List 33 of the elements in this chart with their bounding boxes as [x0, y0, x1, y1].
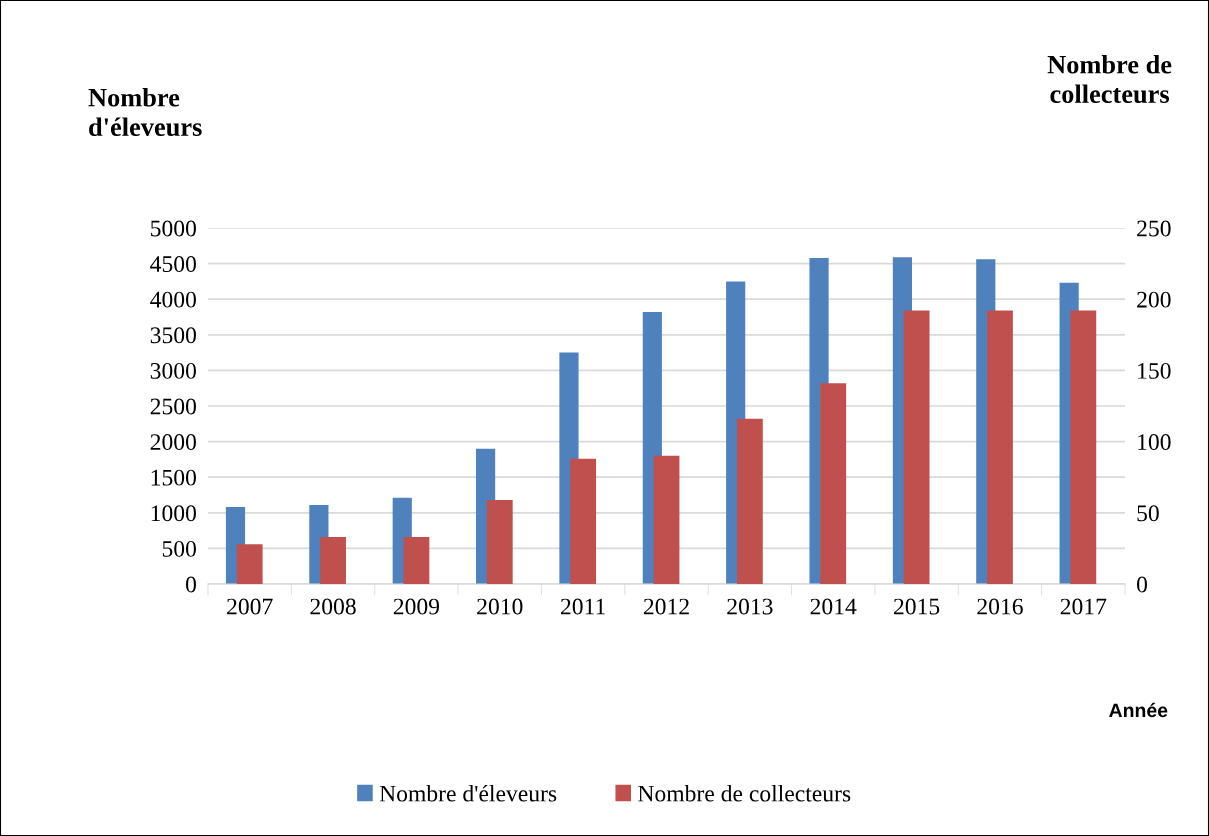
- y-tick-label: 1000: [151, 505, 196, 522]
- y-tick-label: 500: [162, 540, 196, 557]
- x-tick-label: 2008: [310, 598, 356, 615]
- x-tick-label: 2016: [977, 598, 1023, 615]
- x-tick-label: 2012: [643, 598, 689, 615]
- y2-tick-label: 100: [1138, 434, 1171, 451]
- y-tick-label: 3500: [150, 327, 196, 344]
- x-tick-label: 2017: [1060, 598, 1107, 615]
- x-tick-label: 2009: [393, 598, 440, 615]
- y-tick-label: 1500: [151, 469, 196, 486]
- y-tick-label: 5000: [151, 220, 196, 237]
- y2-tick-label: 200: [1137, 291, 1171, 308]
- y2-axis-title: Nombre de collecteurs: [1047, 55, 1172, 104]
- x-tick-label: 2013: [727, 598, 773, 615]
- y2-tick-label: 50: [1137, 505, 1159, 522]
- y-tick-label: 2500: [150, 398, 196, 415]
- x-tick-label: 2010: [477, 598, 523, 615]
- y-tick-label: 0: [185, 576, 196, 593]
- x-tick-label: 2011: [561, 598, 605, 615]
- x-tick-label: 2015: [894, 598, 940, 615]
- y-tick-label: 4000: [150, 291, 196, 308]
- y2-tick-label: 150: [1138, 362, 1171, 379]
- legend-label: Nombre de collecteurs: [638, 784, 851, 802]
- y2-tick-label: 250: [1137, 220, 1171, 237]
- y-axis-title: Nombre d'éleveurs: [88, 88, 202, 137]
- x-axis-title: Année: [1109, 702, 1168, 718]
- y-tick-label: 2000: [150, 434, 196, 451]
- y2-tick-label: 0: [1137, 576, 1148, 593]
- legend-label: Nombre d'éleveurs: [379, 784, 557, 802]
- x-tick-label: 2007: [227, 598, 273, 615]
- y-tick-label: 3000: [150, 362, 196, 379]
- y-tick-label: 4500: [150, 256, 196, 273]
- x-tick-label: 2014: [810, 598, 857, 615]
